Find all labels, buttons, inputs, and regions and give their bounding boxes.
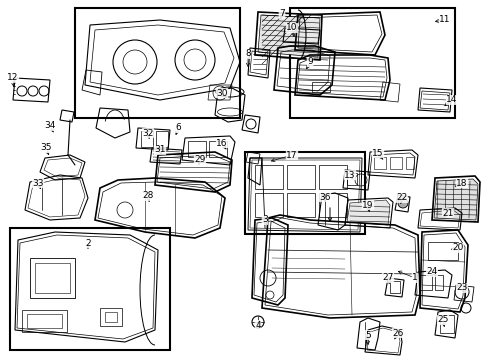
Bar (208, 141, 226, 157)
Bar (100, 308, 122, 326)
Text: 29: 29 (194, 156, 205, 165)
Text: 27: 27 (382, 274, 393, 283)
Text: 4: 4 (255, 320, 260, 329)
Text: 18: 18 (455, 179, 467, 188)
Bar (286, 193, 314, 217)
Text: 24: 24 (426, 267, 437, 276)
Polygon shape (346, 200, 389, 225)
Text: 12: 12 (7, 73, 19, 82)
Bar (187, 141, 205, 157)
Text: 17: 17 (285, 150, 297, 159)
Bar (35, 263, 70, 293)
Bar (289, 8, 454, 118)
Text: 25: 25 (436, 315, 448, 324)
Bar (30, 258, 75, 298)
Text: 3: 3 (262, 216, 267, 225)
Text: 13: 13 (344, 171, 355, 180)
Bar (318, 193, 346, 217)
Text: 26: 26 (391, 328, 403, 338)
Polygon shape (258, 15, 319, 57)
Text: 31: 31 (154, 145, 165, 154)
Text: 7: 7 (279, 9, 285, 18)
Text: 21: 21 (442, 208, 453, 217)
Text: 20: 20 (451, 243, 463, 252)
Bar (27, 314, 62, 328)
Bar (389, 157, 401, 169)
Bar (244, 152, 364, 234)
Text: 30: 30 (216, 89, 227, 98)
Bar (141, 131, 153, 147)
Text: 35: 35 (40, 144, 52, 153)
Bar (10, 228, 170, 350)
Text: 16: 16 (216, 139, 227, 148)
Text: 28: 28 (142, 192, 153, 201)
Text: 5: 5 (365, 330, 370, 339)
Circle shape (397, 198, 407, 208)
Bar (346, 173, 356, 185)
Bar (254, 193, 283, 217)
Bar (389, 281, 399, 293)
Text: 19: 19 (362, 201, 373, 210)
Text: 33: 33 (32, 179, 43, 188)
Text: 8: 8 (244, 49, 250, 58)
Bar (434, 275, 442, 290)
Bar (373, 157, 385, 169)
Bar (419, 275, 431, 290)
Text: 34: 34 (44, 122, 56, 130)
Bar (75, 8, 240, 118)
Text: 9: 9 (306, 58, 312, 67)
Bar (286, 165, 314, 189)
Text: 2: 2 (85, 238, 91, 248)
Bar (427, 242, 457, 260)
Bar (318, 165, 346, 189)
Text: 14: 14 (446, 95, 457, 104)
Text: 6: 6 (175, 123, 181, 132)
Bar (105, 312, 117, 322)
Bar (439, 315, 453, 333)
Bar (254, 165, 283, 189)
Text: 23: 23 (455, 284, 467, 292)
Bar (405, 157, 413, 169)
Text: 15: 15 (371, 148, 383, 158)
Text: 22: 22 (396, 194, 407, 202)
Text: 36: 36 (319, 193, 330, 202)
Polygon shape (433, 179, 477, 220)
Text: 1: 1 (411, 274, 417, 283)
Text: 10: 10 (285, 23, 297, 32)
Text: 11: 11 (438, 15, 450, 24)
Bar (311, 82, 329, 92)
Text: 32: 32 (142, 129, 153, 138)
Bar (22, 310, 67, 332)
Bar (156, 131, 168, 147)
